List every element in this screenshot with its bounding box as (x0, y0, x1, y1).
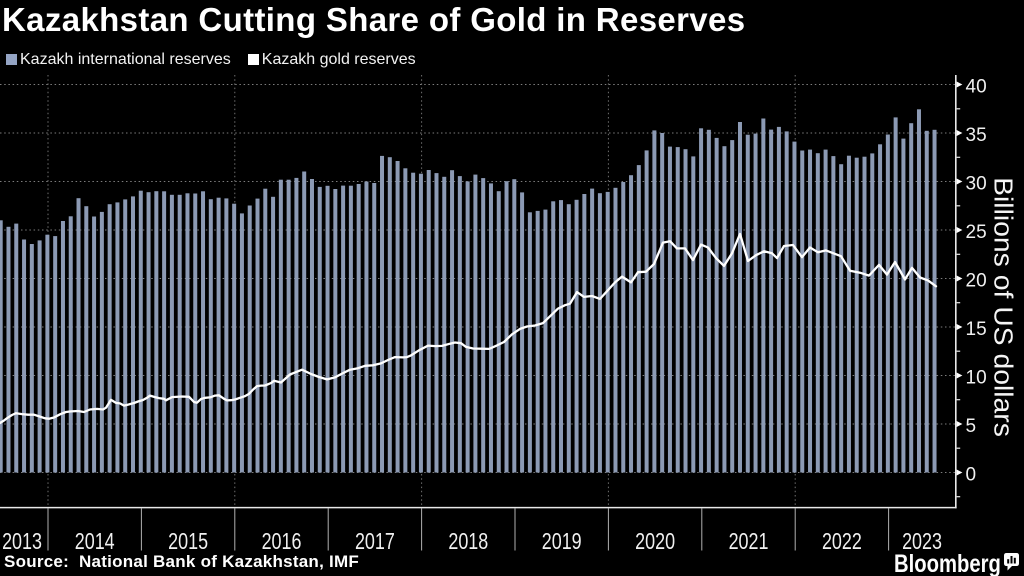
svg-text:25: 25 (966, 222, 987, 243)
svg-text:2015: 2015 (168, 529, 208, 555)
svg-text:10: 10 (966, 368, 987, 389)
svg-text:2018: 2018 (448, 529, 488, 555)
svg-text:40: 40 (966, 77, 987, 98)
svg-text:2022: 2022 (822, 529, 862, 555)
svg-text:2023: 2023 (902, 529, 942, 555)
svg-text:20: 20 (966, 271, 987, 292)
svg-text:Billions of US dollars: Billions of US dollars (989, 177, 1019, 437)
svg-text:35: 35 (966, 125, 987, 146)
svg-text:5: 5 (966, 416, 977, 437)
svg-text:30: 30 (966, 174, 987, 195)
svg-text:2020: 2020 (635, 529, 675, 555)
svg-text:2021: 2021 (729, 529, 769, 555)
svg-text:2013: 2013 (2, 529, 42, 555)
svg-text:2014: 2014 (75, 529, 115, 555)
svg-text:2019: 2019 (542, 529, 582, 555)
svg-text:0: 0 (966, 465, 977, 486)
svg-text:2016: 2016 (262, 529, 302, 555)
svg-text:15: 15 (966, 319, 987, 340)
svg-text:2017: 2017 (355, 529, 395, 555)
